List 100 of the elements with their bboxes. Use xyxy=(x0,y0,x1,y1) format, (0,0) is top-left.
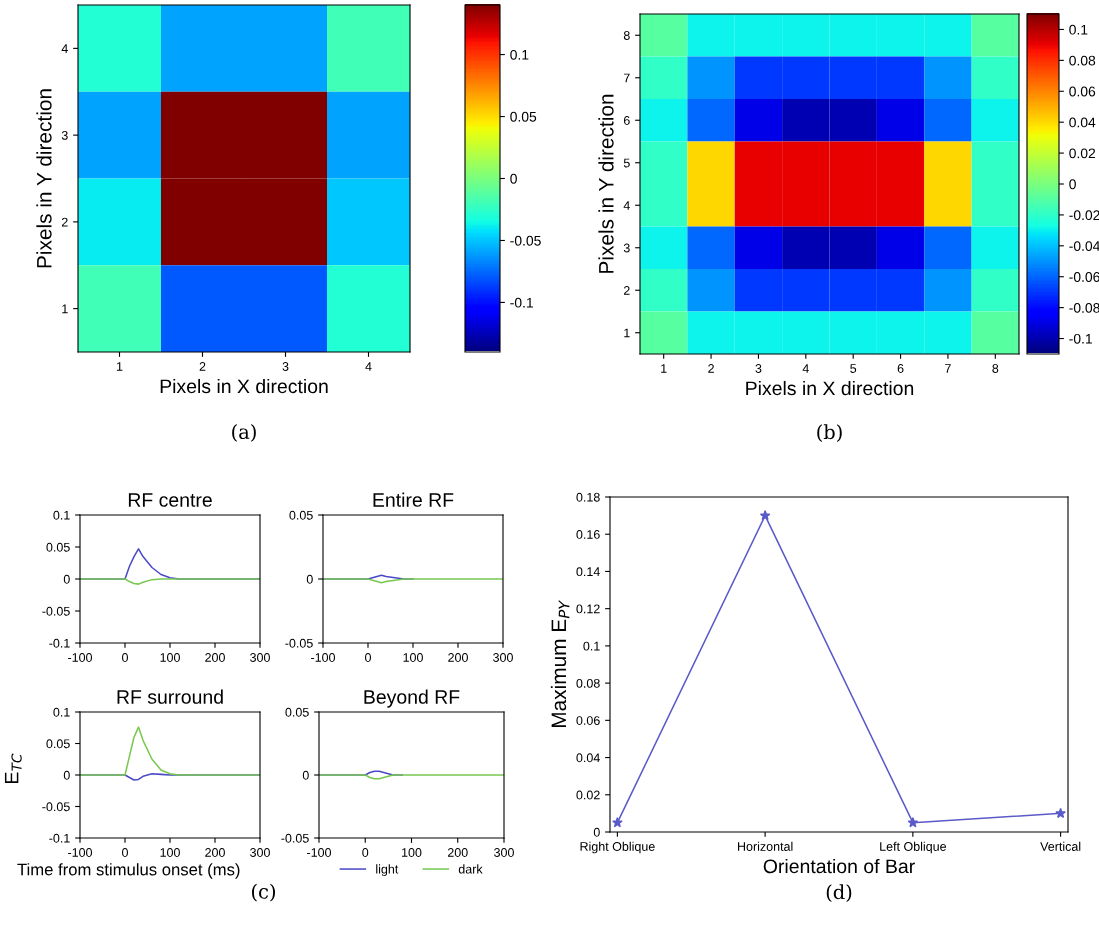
text: (a) xyxy=(232,423,256,442)
legend-label: light xyxy=(376,864,399,877)
x-tick-label: 300 xyxy=(250,848,270,857)
x-tick-label: 200 xyxy=(448,653,468,662)
y-tick-label: 0.1 xyxy=(53,707,70,717)
color-bar-label: -0.04 xyxy=(1069,241,1099,251)
color-bar-label: -0.06 xyxy=(1069,272,1099,282)
y-tick-label: 0.06 xyxy=(576,716,600,725)
chart-title: Entire RF xyxy=(373,492,454,507)
y-tick-label: 0.1 xyxy=(53,510,70,520)
legend-label: dark xyxy=(458,864,483,874)
y-tick-label: 0 xyxy=(306,574,313,584)
y-tick-label: 0.12 xyxy=(576,604,600,614)
x-tick-label: 100 xyxy=(402,848,422,857)
y-tick-label: 0.05 xyxy=(285,707,309,717)
x-tick-label: -100 xyxy=(68,653,93,662)
x-axis-title: Pixels in X direction xyxy=(746,380,914,396)
color-bar-label: -0.02 xyxy=(1069,210,1099,221)
color-bar-label: -0.08 xyxy=(1069,302,1099,313)
x-tick-label: 2 xyxy=(199,362,206,371)
y-tick-label: 0 xyxy=(302,770,309,780)
y-tick-label: 7 xyxy=(623,73,630,83)
x-tick-label: 8 xyxy=(992,364,999,373)
y-tick-label: 0.05 xyxy=(46,542,70,552)
y-tick-label: 4 xyxy=(623,201,630,210)
color-bar-label: -0.1 xyxy=(1069,333,1092,344)
y-tick-label: -0.05 xyxy=(42,606,70,616)
x-tick-label: -100 xyxy=(68,848,93,857)
y-axis-title: E$_{TC}$ xyxy=(4,753,22,783)
x-axis-title: Pixels in X direction xyxy=(160,378,328,394)
y-tick-label: 0.04 xyxy=(576,753,600,763)
y-tick-label: 2 xyxy=(61,217,68,227)
x-tick-label: 100 xyxy=(160,653,180,662)
x-tick-label: 4 xyxy=(802,364,809,373)
y-tick-label: -0.05 xyxy=(285,638,313,648)
color-bar-label: 0.08 xyxy=(1069,55,1096,66)
x-tick-label: 200 xyxy=(205,848,225,857)
y-tick-label: 3 xyxy=(61,130,68,140)
y-tick-label: -0.1 xyxy=(49,638,70,648)
color-bar-label: 0 xyxy=(510,173,517,184)
text: (c) xyxy=(252,883,275,902)
x-tick-label: 5 xyxy=(850,364,857,373)
y-axis-title: Pixels in Y direction xyxy=(36,89,52,268)
y-tick-label: -0.05 xyxy=(281,833,309,843)
x-tick-label: 7 xyxy=(945,364,951,373)
color-bar-label: -0.05 xyxy=(510,235,541,246)
x-tick-label: Vertical xyxy=(1040,841,1081,851)
text: (d) xyxy=(826,884,852,903)
x-tick-label: 1 xyxy=(116,362,123,371)
x-tick-label: 200 xyxy=(205,653,225,662)
y-tick-label: 0.16 xyxy=(576,530,600,539)
x-tick-label: 0 xyxy=(362,848,369,857)
y-tick-label: 2 xyxy=(623,286,630,295)
y-tick-label: 1 xyxy=(62,304,68,314)
x-tick-label: Horizontal xyxy=(738,841,793,851)
y-tick-label: 0 xyxy=(63,574,70,584)
y-tick-label: -0.05 xyxy=(42,802,70,812)
color-bar-label: 0 xyxy=(1069,179,1076,190)
x-tick-label: Left Oblique xyxy=(880,841,947,854)
chart-title: RF surround xyxy=(117,689,223,704)
y-tick-label: 8 xyxy=(623,31,630,40)
x-tick-label: 0 xyxy=(365,653,371,662)
x-tick-label: Right Oblique xyxy=(580,841,655,854)
x-tick-label: 100 xyxy=(160,848,180,857)
color-bar-label: 0.1 xyxy=(510,49,529,60)
chart-title: Beyond RF xyxy=(364,689,460,708)
y-tick-label: 0.08 xyxy=(576,678,600,688)
y-tick-label: 5 xyxy=(623,158,630,168)
y-tick-label: 3 xyxy=(623,243,630,253)
x-tick-label: 300 xyxy=(494,848,514,857)
x-tick-label: 1 xyxy=(661,364,667,373)
y-tick-label: 1 xyxy=(624,328,630,338)
x-tick-label: 100 xyxy=(403,653,423,662)
y-tick-label: 4 xyxy=(61,44,68,53)
y-tick-label: 0.18 xyxy=(576,492,600,502)
y-tick-label: 0.02 xyxy=(576,790,600,800)
x-axis-title: Time from stimulus onset (ms) xyxy=(17,863,240,879)
x-tick-label: -100 xyxy=(307,848,332,857)
color-bar-label: -0.1 xyxy=(510,297,533,308)
y-tick-label: 0 xyxy=(63,770,70,780)
x-tick-label: 6 xyxy=(897,364,904,373)
x-tick-label: 200 xyxy=(447,848,468,857)
x-tick-label: 0 xyxy=(122,653,128,662)
color-bar-label: 0.1 xyxy=(1069,24,1088,35)
x-tick-label: 3 xyxy=(755,364,762,373)
color-bar-label: 0.02 xyxy=(1069,148,1096,159)
y-tick-label: 0.05 xyxy=(46,739,70,749)
x-tick-label: 2 xyxy=(708,364,714,373)
color-bar-label: 0.04 xyxy=(1069,117,1096,128)
x-tick-label: 4 xyxy=(365,362,372,371)
y-tick-label: 0 xyxy=(593,827,600,837)
x-axis-title: Orientation of Bar xyxy=(763,858,915,874)
color-bar-label: 0.06 xyxy=(1069,86,1096,97)
x-tick-label: 300 xyxy=(250,653,270,662)
y-tick-label: 6 xyxy=(623,116,630,125)
y-tick-label: 0.05 xyxy=(289,510,313,520)
x-tick-label: 300 xyxy=(493,653,513,662)
x-tick-label: 0 xyxy=(122,848,128,857)
y-axis-title: Pixels in Y direction xyxy=(598,94,614,273)
y-tick-label: 0.14 xyxy=(576,567,600,577)
